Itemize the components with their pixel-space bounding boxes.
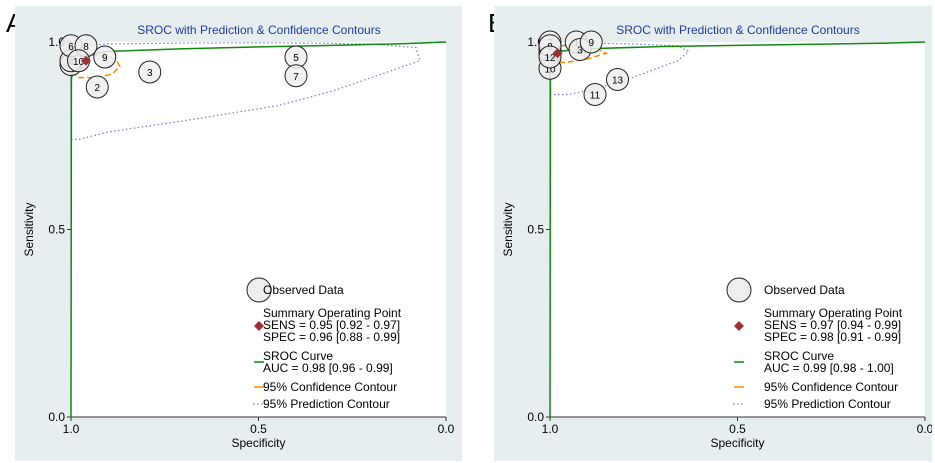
observed-study-label: 3 xyxy=(577,46,583,57)
legend-sens-text: SENS = 0.95 [0.92 - 0.97] xyxy=(263,318,400,332)
observed-study-label: 7 xyxy=(293,72,299,83)
observed-study-label: 3 xyxy=(147,68,153,79)
legend-summary-icon xyxy=(734,321,744,331)
x-tick-label: 0.5 xyxy=(250,422,267,436)
legend-confidence-label: 95% Confidence Contour xyxy=(764,380,898,394)
observed-study-circle xyxy=(606,68,629,91)
legend-sens-text: SENS = 0.97 [0.94 - 0.99] xyxy=(764,318,901,332)
observed-study-label: 6 xyxy=(68,42,74,53)
observed-study-label: 9 xyxy=(588,38,594,49)
observed-study-label: 2 xyxy=(94,83,100,94)
y-axis-title: Sensitivity xyxy=(22,202,36,256)
sroc-chart-b: 1.01.00.50.50.00.0SpecificitySensitivity… xyxy=(494,6,932,461)
legend-observed-icon xyxy=(726,277,752,303)
observed-study-circle xyxy=(284,64,308,88)
x-tick-label: 0.0 xyxy=(438,422,455,436)
legend-prediction-label: 95% Prediction Contour xyxy=(263,397,390,411)
observed-study-label: 11 xyxy=(590,91,601,102)
observed-study-label: 8 xyxy=(83,42,89,53)
observed-study-label: 10 xyxy=(544,64,556,75)
x-tick-label: 1.0 xyxy=(63,422,80,436)
observed-study-label: 12 xyxy=(544,53,556,64)
observed-study-label: 5 xyxy=(293,53,299,64)
legend-summary-label: Summary Operating Point xyxy=(263,306,402,320)
legend-sroc-label: SROC Curve xyxy=(764,349,834,363)
chart-title: SROC with Prediction & Confidence Contou… xyxy=(137,23,380,37)
observed-study-circle xyxy=(583,83,607,106)
observed-study-label: 10 xyxy=(73,57,85,68)
summary-point-marker xyxy=(81,55,91,66)
y-tick-label: 0.0 xyxy=(527,410,544,424)
chart-title: SROC with Prediction & Confidence Contou… xyxy=(616,23,859,37)
legend-auc-text: AUC = 0.98 [0.96 - 0.99] xyxy=(263,361,393,375)
x-axis-title: Specificity xyxy=(231,436,285,450)
observed-study-circle xyxy=(93,45,117,69)
y-tick-label: 0.5 xyxy=(48,223,65,237)
legend-sroc-label: SROC Curve xyxy=(263,349,333,363)
y-tick-label: 0.0 xyxy=(48,410,65,424)
legend-auc-text: AUC = 0.99 [0.98 - 1.00] xyxy=(764,361,894,375)
y-tick-label: 0.5 xyxy=(527,223,544,237)
observed-study-circle xyxy=(138,60,162,84)
plot-area xyxy=(71,42,446,417)
observed-study-label: 13 xyxy=(612,76,624,87)
legend-confidence-label: 95% Confidence Contour xyxy=(263,380,397,394)
legend-observed-label: Observed Data xyxy=(263,283,344,297)
x-tick-label: 1.0 xyxy=(542,422,559,436)
sroc-chart-a: 1.01.00.50.50.00.0SpecificitySensitivity… xyxy=(15,6,462,461)
x-tick-label: 0.5 xyxy=(729,422,746,436)
legend-spec-text: SPEC = 0.98 [0.91 - 0.99] xyxy=(764,330,901,344)
x-tick-label: 0.0 xyxy=(917,422,932,436)
x-axis-title: Specificity xyxy=(710,436,764,450)
legend-spec-text: SPEC = 0.96 [0.88 - 0.99] xyxy=(263,330,400,344)
observed-study-label: 9 xyxy=(102,53,108,64)
observed-study-circle xyxy=(85,75,109,99)
legend-prediction-label: 95% Prediction Contour xyxy=(764,397,891,411)
observed-study-circle xyxy=(579,30,603,54)
summary-point-marker xyxy=(552,48,563,59)
legend-observed-icon xyxy=(246,277,272,303)
y-axis-title: Sensitivity xyxy=(501,202,515,256)
legend-summary-label: Summary Operating Point xyxy=(764,306,903,320)
plot-area xyxy=(550,42,925,417)
legend-observed-label: Observed Data xyxy=(764,283,845,297)
legend-summary-icon xyxy=(254,321,264,331)
